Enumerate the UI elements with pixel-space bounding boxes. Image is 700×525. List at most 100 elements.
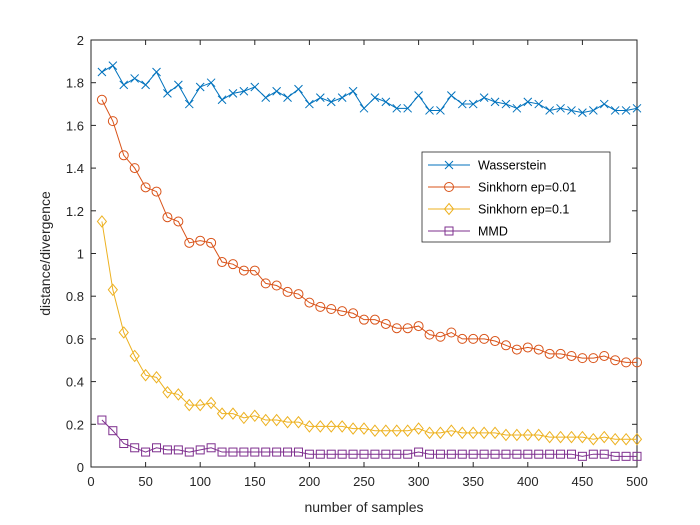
data-point-mmd xyxy=(566,449,576,459)
data-point-sinkhorn-ep-0-01 xyxy=(500,340,511,351)
x-tick-label: 400 xyxy=(517,474,539,489)
data-point-sinkhorn-ep-0-01 xyxy=(610,355,621,366)
data-point-mmd xyxy=(228,447,238,457)
data-point-sinkhorn-ep-0-1 xyxy=(151,371,162,384)
series-wasserstein xyxy=(97,61,642,117)
data-point-sinkhorn-ep-0-1 xyxy=(610,432,621,446)
data-point-sinkhorn-ep-0-01 xyxy=(380,318,391,329)
data-point-mmd xyxy=(457,449,467,459)
data-point-mmd xyxy=(512,449,522,459)
data-point-mmd xyxy=(588,449,598,459)
data-point-wasserstein xyxy=(403,103,413,113)
data-point-sinkhorn-ep-0-1 xyxy=(533,428,544,442)
data-point-sinkhorn-ep-0-1 xyxy=(446,424,457,437)
data-point-sinkhorn-ep-0-01 xyxy=(632,357,642,368)
data-point-sinkhorn-ep-0-1 xyxy=(457,426,468,440)
data-point-sinkhorn-ep-0-1 xyxy=(402,424,413,437)
series-sinkhorn-ep-0-1 xyxy=(96,215,643,446)
data-point-wasserstein xyxy=(479,93,489,102)
data-point-mmd xyxy=(152,443,162,453)
data-point-wasserstein xyxy=(315,93,325,102)
data-point-wasserstein xyxy=(119,80,129,90)
data-point-sinkhorn-ep-0-01 xyxy=(293,289,304,300)
series-sinkhorn-ep-0-01 xyxy=(96,94,642,368)
data-point-mmd xyxy=(315,449,325,459)
data-point-sinkhorn-ep-0-1 xyxy=(391,424,402,437)
data-point-mmd xyxy=(195,445,205,455)
data-point-sinkhorn-ep-0-01 xyxy=(348,308,359,319)
data-point-mmd xyxy=(326,449,336,459)
data-point-wasserstein xyxy=(436,106,445,115)
data-point-wasserstein xyxy=(425,106,434,115)
data-point-wasserstein xyxy=(141,80,150,90)
data-point-mmd xyxy=(501,449,511,459)
data-point-mmd xyxy=(468,449,478,459)
data-point-mmd xyxy=(577,451,587,461)
data-point-sinkhorn-ep-0-1 xyxy=(347,422,359,435)
data-point-wasserstein xyxy=(174,80,183,90)
data-point-sinkhorn-ep-0-1 xyxy=(369,424,381,437)
data-point-wasserstein xyxy=(381,97,391,107)
data-point-sinkhorn-ep-0-01 xyxy=(227,259,238,270)
data-point-sinkhorn-ep-0-01 xyxy=(129,163,140,174)
data-point-wasserstein xyxy=(294,84,303,94)
data-point-sinkhorn-ep-0-1 xyxy=(555,430,566,444)
data-point-wasserstein xyxy=(588,106,598,115)
data-point-sinkhorn-ep-0-01 xyxy=(315,301,326,312)
data-point-mmd xyxy=(425,449,435,459)
data-point-sinkhorn-ep-0-01 xyxy=(599,350,610,361)
data-point-sinkhorn-ep-0-01 xyxy=(217,257,228,268)
data-point-sinkhorn-ep-0-1 xyxy=(413,422,424,435)
y-tick-label: 1 xyxy=(77,247,84,262)
x-tick-label: 50 xyxy=(138,474,152,489)
data-point-sinkhorn-ep-0-01 xyxy=(162,212,173,223)
data-point-mmd xyxy=(293,447,303,457)
data-point-sinkhorn-ep-0-1 xyxy=(282,415,293,429)
data-point-sinkhorn-ep-0-1 xyxy=(631,432,643,446)
data-point-sinkhorn-ep-0-01 xyxy=(326,304,337,315)
legend-label: Sinkhorn ep=0.01 xyxy=(478,181,576,195)
series-line-sinkhorn-ep-0-1 xyxy=(101,221,637,440)
legend-marker xyxy=(444,160,454,170)
data-point-sinkhorn-ep-0-01 xyxy=(479,333,490,344)
data-point-sinkhorn-ep-0-01 xyxy=(173,216,184,227)
data-point-sinkhorn-ep-0-1 xyxy=(216,407,228,420)
data-point-wasserstein xyxy=(108,61,118,70)
y-tick-label: 1.8 xyxy=(66,76,84,91)
data-point-mmd xyxy=(97,415,107,425)
legend-label: MMD xyxy=(478,225,508,239)
series-layer xyxy=(96,61,643,461)
data-point-sinkhorn-ep-0-01 xyxy=(621,357,632,368)
data-point-wasserstein xyxy=(457,99,467,109)
data-point-sinkhorn-ep-0-1 xyxy=(489,426,501,440)
data-point-mmd xyxy=(414,447,424,457)
series-line-mmd xyxy=(101,419,637,457)
data-point-wasserstein xyxy=(152,67,161,77)
data-point-sinkhorn-ep-0-1 xyxy=(293,415,304,429)
data-point-wasserstein xyxy=(163,89,172,98)
data-point-sinkhorn-ep-0-1 xyxy=(129,349,140,363)
data-point-sinkhorn-ep-0-01 xyxy=(446,327,457,338)
data-point-wasserstein xyxy=(447,91,456,100)
data-point-mmd xyxy=(108,426,118,436)
data-point-sinkhorn-ep-0-01 xyxy=(555,348,566,359)
data-point-sinkhorn-ep-0-01 xyxy=(468,333,479,344)
data-point-sinkhorn-ep-0-01 xyxy=(424,329,435,340)
data-point-mmd xyxy=(490,449,500,459)
x-tick-label: 250 xyxy=(353,474,375,489)
legend-marker xyxy=(443,202,455,216)
data-point-mmd xyxy=(523,449,533,459)
data-point-wasserstein xyxy=(556,103,565,113)
x-tick-label: 100 xyxy=(189,474,211,489)
series-mmd xyxy=(97,415,642,461)
data-point-mmd xyxy=(621,451,631,461)
data-point-mmd xyxy=(632,451,642,461)
legend-label: Wasserstein xyxy=(478,159,546,173)
data-point-sinkhorn-ep-0-01 xyxy=(271,280,282,291)
data-point-sinkhorn-ep-0-1 xyxy=(337,420,348,433)
data-point-sinkhorn-ep-0-01 xyxy=(435,331,446,342)
legend-marker xyxy=(444,226,454,236)
data-point-sinkhorn-ep-0-01 xyxy=(533,344,544,355)
series-line-wasserstein xyxy=(101,64,638,114)
